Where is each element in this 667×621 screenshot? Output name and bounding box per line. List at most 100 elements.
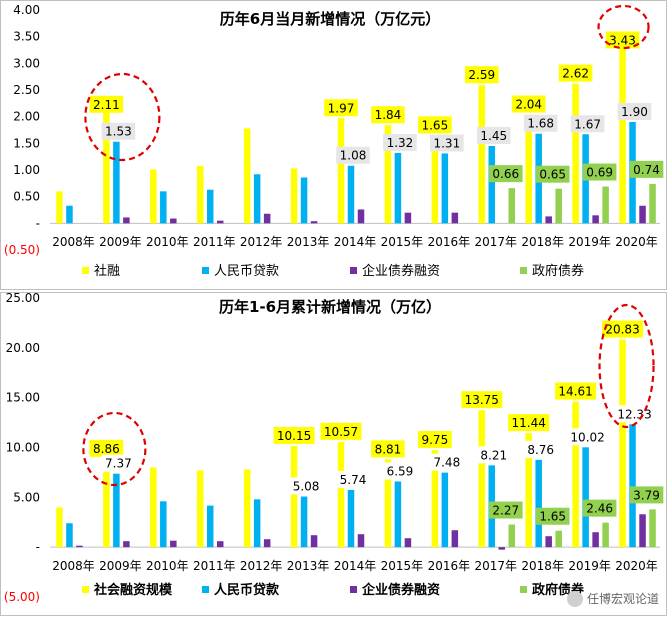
data-label-bg — [89, 95, 124, 113]
bar-4 — [508, 524, 516, 548]
y-tick-label: 10.00 — [6, 441, 40, 455]
watermark-text: 任博宏观论道 — [586, 592, 659, 606]
bar-2 — [160, 191, 167, 224]
bar-1 — [56, 507, 63, 548]
bar-2 — [535, 459, 542, 548]
data-label: 3.79 — [633, 488, 660, 502]
data-label: 1.90 — [621, 105, 648, 119]
data-label: 2.11 — [93, 98, 120, 112]
y-tick-label: 3.50 — [13, 30, 40, 44]
bar-3 — [123, 541, 130, 548]
bar-1 — [150, 169, 157, 224]
data-label-bg — [567, 428, 609, 446]
data-label: 1.97 — [328, 101, 355, 115]
data-label: 9.75 — [421, 433, 448, 447]
data-label: 6.59 — [387, 464, 414, 478]
bar-1 — [619, 40, 626, 224]
data-label-bg — [89, 439, 124, 457]
category-label: 2011年 — [193, 235, 236, 249]
bar-4 — [649, 509, 656, 548]
data-label-bg — [582, 499, 617, 517]
data-label: 13.75 — [465, 393, 499, 407]
data-label-bg — [320, 422, 362, 440]
bar-1 — [290, 168, 298, 224]
bar-2 — [253, 174, 261, 224]
bar-2 — [441, 472, 449, 548]
y-tick-label: 20.00 — [6, 341, 40, 355]
legend-swatch — [82, 267, 89, 274]
legend-swatch — [350, 586, 357, 593]
bar-2 — [66, 205, 73, 224]
y-tick-label: 2.50 — [13, 83, 40, 97]
chart-panel-1: (0.50) - 0.50 1.00 1.50 2.00 2.50 3.00 3.50 4.00 历… — [4, 3, 664, 279]
y-tick-label: 5.00 — [13, 490, 40, 504]
bar-1 — [337, 441, 345, 548]
data-label: 7.48 — [433, 456, 460, 470]
bar-1 — [243, 469, 251, 548]
bar-3 — [545, 536, 552, 548]
bar-2 — [394, 481, 402, 548]
bar-3 — [592, 532, 599, 548]
bar-3 — [545, 216, 552, 224]
category-label: 2010年 — [146, 559, 189, 573]
bar-3 — [404, 538, 412, 548]
data-label-bg — [511, 95, 546, 113]
category-label: 2016年 — [428, 559, 471, 573]
category-label: 2017年 — [474, 559, 517, 573]
legend-label: 企业债券融资 — [362, 263, 440, 279]
highlight-circle — [84, 72, 161, 162]
category-label: 2015年 — [381, 235, 424, 249]
legend-label: 政府债券 — [532, 263, 584, 279]
data-label-bg — [324, 99, 358, 117]
data-label: 10.57 — [324, 425, 358, 439]
data-label: 8.21 — [480, 448, 507, 462]
category-label: 2013年 — [287, 235, 330, 249]
category-label: 2020年 — [615, 235, 658, 249]
bar-3 — [592, 215, 599, 224]
category-label: 2020年 — [615, 559, 658, 573]
legend-swatch — [520, 267, 527, 274]
bar-1 — [619, 339, 626, 548]
bar-3 — [357, 209, 365, 224]
bar-1 — [150, 467, 157, 548]
bar-2 — [206, 505, 214, 548]
legend-label: 企业债券融资 — [361, 582, 440, 598]
y-tick-label: 0.50 — [13, 190, 40, 204]
data-label-bg — [629, 160, 664, 178]
bar-1 — [431, 449, 439, 548]
data-label-bg — [289, 477, 323, 495]
bar-3 — [263, 213, 271, 224]
category-label: 2010年 — [146, 235, 189, 249]
bar-1 — [103, 110, 110, 224]
bar-1 — [478, 85, 486, 224]
y-tick-label: - — [36, 216, 40, 230]
legend-swatch — [82, 586, 89, 593]
category-label: 2014年 — [334, 559, 377, 573]
data-label-bg — [570, 115, 605, 133]
y-tick-label: (5.00) — [4, 590, 40, 604]
data-label: 1.67 — [574, 117, 601, 131]
data-label-bg — [383, 462, 417, 480]
bar-1 — [572, 83, 579, 224]
bar-2 — [66, 523, 73, 548]
legend-label: 人民币贷款 — [214, 582, 280, 598]
wechat-icon — [566, 590, 583, 607]
y-tick-label: (0.50) — [4, 243, 40, 257]
bar-1 — [196, 470, 204, 548]
bar-2 — [160, 501, 167, 548]
bar-4 — [602, 186, 609, 224]
bar-4 — [508, 188, 516, 224]
legend-swatch — [350, 267, 357, 274]
category-label: 2018年 — [521, 235, 564, 249]
data-label-bg — [535, 165, 570, 183]
legend-swatch — [202, 267, 209, 274]
data-label-bg — [523, 114, 558, 132]
data-label-bg — [101, 122, 136, 140]
category-label: 2014年 — [334, 235, 377, 249]
category-label: 2018年 — [521, 559, 564, 573]
y-tick-label: 2.00 — [13, 110, 40, 124]
data-label: 10.15 — [277, 429, 311, 443]
legend-swatch — [520, 586, 527, 593]
data-label: 11.44 — [512, 416, 546, 430]
